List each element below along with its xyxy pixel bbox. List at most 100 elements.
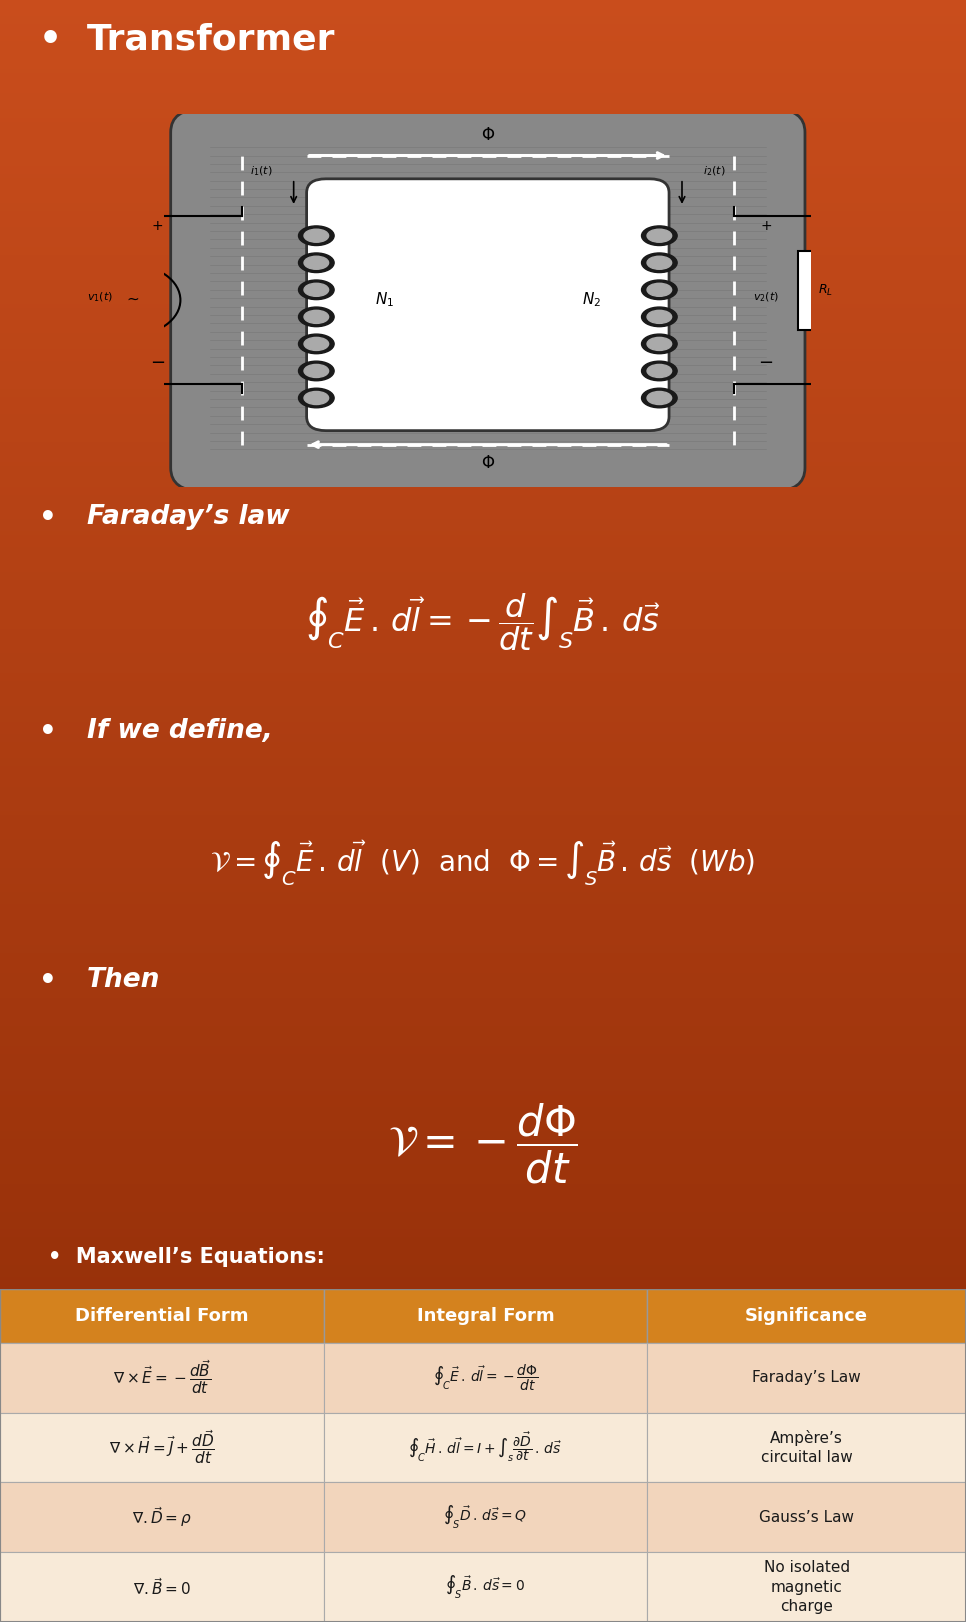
Bar bbox=[0, 1492, 966, 1495]
Bar bbox=[0, 97, 966, 101]
Bar bbox=[0, 976, 966, 981]
FancyBboxPatch shape bbox=[171, 109, 805, 491]
Bar bbox=[0, 689, 966, 694]
Bar bbox=[0, 1268, 966, 1273]
FancyBboxPatch shape bbox=[647, 1343, 966, 1413]
Bar bbox=[0, 487, 966, 490]
Text: $\nabla.\vec{D} = \rho$: $\nabla.\vec{D} = \rho$ bbox=[131, 1505, 192, 1530]
Bar bbox=[0, 1468, 966, 1473]
Bar bbox=[0, 378, 966, 381]
Bar bbox=[0, 547, 966, 551]
Bar bbox=[0, 1035, 966, 1038]
Bar bbox=[0, 1165, 966, 1168]
Text: Gauss’s Law: Gauss’s Law bbox=[759, 1510, 854, 1525]
Bar bbox=[0, 1083, 966, 1087]
Bar bbox=[0, 1577, 966, 1581]
Bar bbox=[0, 316, 966, 321]
Bar bbox=[0, 44, 966, 49]
Bar bbox=[0, 308, 966, 311]
Bar bbox=[0, 1565, 966, 1570]
Text: $v_2(t)$: $v_2(t)$ bbox=[753, 290, 780, 303]
Bar bbox=[0, 146, 966, 151]
Bar bbox=[0, 459, 966, 462]
Bar bbox=[0, 8, 966, 11]
Ellipse shape bbox=[641, 362, 677, 381]
Bar bbox=[0, 925, 966, 928]
Bar bbox=[0, 1533, 966, 1538]
Bar bbox=[0, 32, 966, 36]
Bar bbox=[0, 1030, 966, 1035]
Text: $\nabla\times\vec{E} = -\dfrac{d\vec{B}}{dt}$: $\nabla\times\vec{E} = -\dfrac{d\vec{B}}… bbox=[113, 1359, 211, 1397]
Bar bbox=[0, 560, 966, 564]
Bar bbox=[0, 183, 966, 187]
Bar bbox=[0, 324, 966, 328]
Bar bbox=[0, 1168, 966, 1171]
Bar bbox=[0, 1273, 966, 1278]
Bar bbox=[0, 819, 966, 822]
Bar bbox=[0, 203, 966, 206]
Bar bbox=[0, 1132, 966, 1135]
Bar bbox=[0, 1517, 966, 1521]
Bar bbox=[0, 900, 966, 905]
Bar bbox=[0, 1257, 966, 1262]
Bar bbox=[0, 1171, 966, 1176]
Bar bbox=[0, 584, 966, 589]
Bar bbox=[0, 641, 966, 644]
Bar bbox=[0, 1447, 966, 1452]
Bar bbox=[0, 981, 966, 985]
Bar bbox=[0, 357, 966, 362]
Bar bbox=[0, 1229, 966, 1233]
Bar bbox=[0, 474, 966, 478]
Bar bbox=[0, 1476, 966, 1479]
Bar bbox=[0, 657, 966, 662]
Bar bbox=[0, 581, 966, 584]
Bar bbox=[0, 608, 966, 611]
Bar bbox=[0, 1009, 966, 1014]
Bar bbox=[0, 1505, 966, 1508]
Bar bbox=[0, 235, 966, 238]
Bar bbox=[0, 467, 966, 470]
Bar bbox=[0, 402, 966, 406]
Bar bbox=[0, 1414, 966, 1419]
Bar bbox=[0, 895, 966, 900]
Text: $\oint_C \vec{E}\,.\,d\vec{l} = -\dfrac{d}{dt}\int_S \vec{B}\,.\,d\vec{s}$: $\oint_C \vec{E}\,.\,d\vec{l} = -\dfrac{… bbox=[305, 592, 661, 654]
Bar bbox=[0, 127, 966, 130]
Bar bbox=[0, 1022, 966, 1025]
Bar bbox=[0, 1427, 966, 1431]
Bar bbox=[0, 118, 966, 122]
Bar bbox=[0, 1314, 966, 1317]
Bar bbox=[0, 852, 966, 855]
Ellipse shape bbox=[641, 307, 677, 326]
Bar bbox=[0, 271, 966, 276]
Bar bbox=[0, 337, 966, 341]
Ellipse shape bbox=[304, 256, 328, 269]
Bar bbox=[0, 1079, 966, 1083]
Bar bbox=[0, 876, 966, 879]
Bar bbox=[0, 92, 966, 97]
Bar bbox=[0, 49, 966, 52]
Bar bbox=[0, 57, 966, 60]
Bar bbox=[0, 200, 966, 203]
Bar bbox=[0, 710, 966, 714]
Bar bbox=[0, 1581, 966, 1586]
Bar bbox=[0, 175, 966, 178]
Bar bbox=[0, 1087, 966, 1090]
Bar bbox=[0, 289, 966, 292]
Bar bbox=[0, 1371, 966, 1375]
Ellipse shape bbox=[298, 334, 334, 354]
Ellipse shape bbox=[647, 365, 671, 378]
Bar bbox=[0, 243, 966, 247]
Bar bbox=[0, 766, 966, 770]
Bar bbox=[0, 1479, 966, 1484]
Bar bbox=[0, 211, 966, 216]
Bar bbox=[0, 633, 966, 637]
Ellipse shape bbox=[647, 284, 671, 297]
Bar bbox=[0, 84, 966, 89]
Bar bbox=[0, 222, 966, 227]
Ellipse shape bbox=[647, 229, 671, 242]
Bar bbox=[0, 333, 966, 337]
Bar bbox=[0, 564, 966, 568]
Bar bbox=[0, 1431, 966, 1435]
Bar bbox=[0, 1398, 966, 1403]
Bar bbox=[0, 1327, 966, 1330]
